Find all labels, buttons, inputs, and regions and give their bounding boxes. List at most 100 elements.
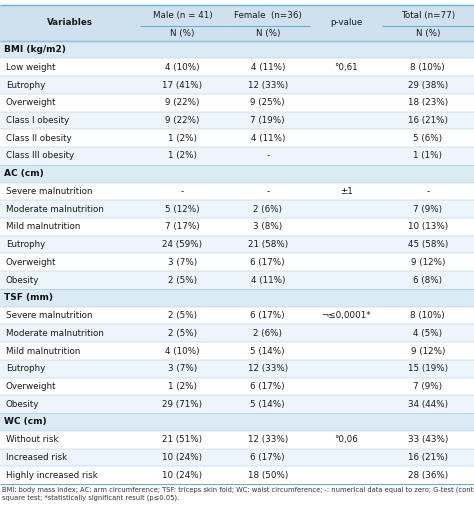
Text: 5 (12%): 5 (12%) [165,204,200,214]
Bar [0,431,474,449]
Text: Increased risk: Increased risk [6,453,67,462]
Text: 10 (13%): 10 (13%) [408,222,448,231]
Text: -: - [426,187,429,196]
Text: Overweight: Overweight [6,98,56,107]
Text: 1 (2%): 1 (2%) [168,382,197,391]
Text: 10 (24%): 10 (24%) [163,453,202,462]
Text: Without risk: Without risk [6,435,58,444]
Text: °0,06: °0,06 [334,435,358,444]
Text: N (%): N (%) [255,29,280,38]
Text: 16 (21%): 16 (21%) [408,453,448,462]
Text: 18 (23%): 18 (23%) [408,98,448,107]
Text: Obesity: Obesity [6,276,39,285]
Text: Eutrophy: Eutrophy [6,240,45,249]
Text: -: - [266,187,269,196]
Text: Variables: Variables [47,18,93,28]
Text: 18 (50%): 18 (50%) [247,471,288,480]
Bar [0,94,474,111]
Bar [0,324,474,342]
Bar [0,306,474,324]
Text: 9 (12%): 9 (12%) [410,347,445,356]
Text: 3 (7%): 3 (7%) [168,364,197,373]
Bar [0,183,474,200]
Text: 24 (59%): 24 (59%) [163,240,202,249]
Bar [0,467,474,484]
Text: AC (cm): AC (cm) [4,169,44,178]
Text: N (%): N (%) [416,29,440,38]
Text: 6 (17%): 6 (17%) [250,311,285,320]
Bar [0,129,474,147]
Text: 2 (5%): 2 (5%) [168,276,197,285]
Bar [0,289,474,306]
Text: 4 (10%): 4 (10%) [165,63,200,72]
Text: 17 (41%): 17 (41%) [163,81,202,89]
Text: -: - [181,187,184,196]
Text: 7 (19%): 7 (19%) [250,116,285,125]
Text: Mild malnutrition: Mild malnutrition [6,347,80,356]
Text: 6 (17%): 6 (17%) [250,382,285,391]
Text: 6 (17%): 6 (17%) [250,258,285,267]
Text: 12 (33%): 12 (33%) [248,435,288,444]
Text: 4 (11%): 4 (11%) [251,134,285,143]
Bar [0,236,474,254]
Bar [0,218,474,236]
Bar [0,147,474,165]
Text: 3 (7%): 3 (7%) [168,258,197,267]
Bar [0,5,474,41]
Text: 9 (25%): 9 (25%) [250,98,285,107]
Text: Eutrophy: Eutrophy [6,81,45,89]
Text: 1 (1%): 1 (1%) [413,152,442,161]
Text: Class III obesity: Class III obesity [6,152,74,161]
Text: Class II obesity: Class II obesity [6,134,71,143]
Text: TSF (mm): TSF (mm) [4,293,53,302]
Text: 5 (6%): 5 (6%) [413,134,442,143]
Text: Severe malnutrition: Severe malnutrition [6,311,92,320]
Text: 5 (14%): 5 (14%) [250,400,285,408]
Text: BMI: body mass index; AC: arm circumference; TSF: triceps skin fold; WC: waist c: BMI: body mass index; AC: arm circumfere… [2,486,474,501]
Text: 21 (51%): 21 (51%) [163,435,202,444]
Text: 4 (10%): 4 (10%) [165,347,200,356]
Text: 5 (14%): 5 (14%) [250,347,285,356]
Text: Moderate malnutrition: Moderate malnutrition [6,204,103,214]
Text: 29 (38%): 29 (38%) [408,81,448,89]
Bar [0,111,474,129]
Text: 12 (33%): 12 (33%) [248,364,288,373]
Text: 4 (11%): 4 (11%) [251,276,285,285]
Text: 3 (8%): 3 (8%) [253,222,283,231]
Bar [0,200,474,218]
Text: 6 (8%): 6 (8%) [413,276,442,285]
Text: 7 (9%): 7 (9%) [413,382,442,391]
Text: 2 (5%): 2 (5%) [168,329,197,338]
Text: 9 (22%): 9 (22%) [165,116,200,125]
Text: -: - [266,152,269,161]
Text: 2 (6%): 2 (6%) [253,329,283,338]
Bar [0,59,474,76]
Text: Female  (n=36): Female (n=36) [234,11,302,20]
Text: 7 (17%): 7 (17%) [165,222,200,231]
Text: 8 (10%): 8 (10%) [410,311,445,320]
Text: Mild malnutrition: Mild malnutrition [6,222,80,231]
Text: N (%): N (%) [170,29,195,38]
Text: 2 (6%): 2 (6%) [253,204,283,214]
Text: Overweight: Overweight [6,382,56,391]
Text: Highly increased risk: Highly increased risk [6,471,98,480]
Text: Low weight: Low weight [6,63,55,72]
Text: 1 (2%): 1 (2%) [168,134,197,143]
Text: Obesity: Obesity [6,400,39,408]
Text: 12 (33%): 12 (33%) [248,81,288,89]
Text: ¬≤0,0001*: ¬≤0,0001* [321,311,371,320]
Bar [0,41,474,59]
Text: 4 (5%): 4 (5%) [413,329,442,338]
Text: Male (n = 41): Male (n = 41) [153,11,212,20]
Bar [0,342,474,360]
Text: 9 (12%): 9 (12%) [410,258,445,267]
Bar [0,76,474,94]
Bar [0,360,474,378]
Text: 45 (58%): 45 (58%) [408,240,448,249]
Text: 21 (58%): 21 (58%) [248,240,288,249]
Bar [0,254,474,271]
Text: 28 (36%): 28 (36%) [408,471,448,480]
Text: 9 (22%): 9 (22%) [165,98,200,107]
Text: Moderate malnutrition: Moderate malnutrition [6,329,103,338]
Text: 7 (9%): 7 (9%) [413,204,442,214]
